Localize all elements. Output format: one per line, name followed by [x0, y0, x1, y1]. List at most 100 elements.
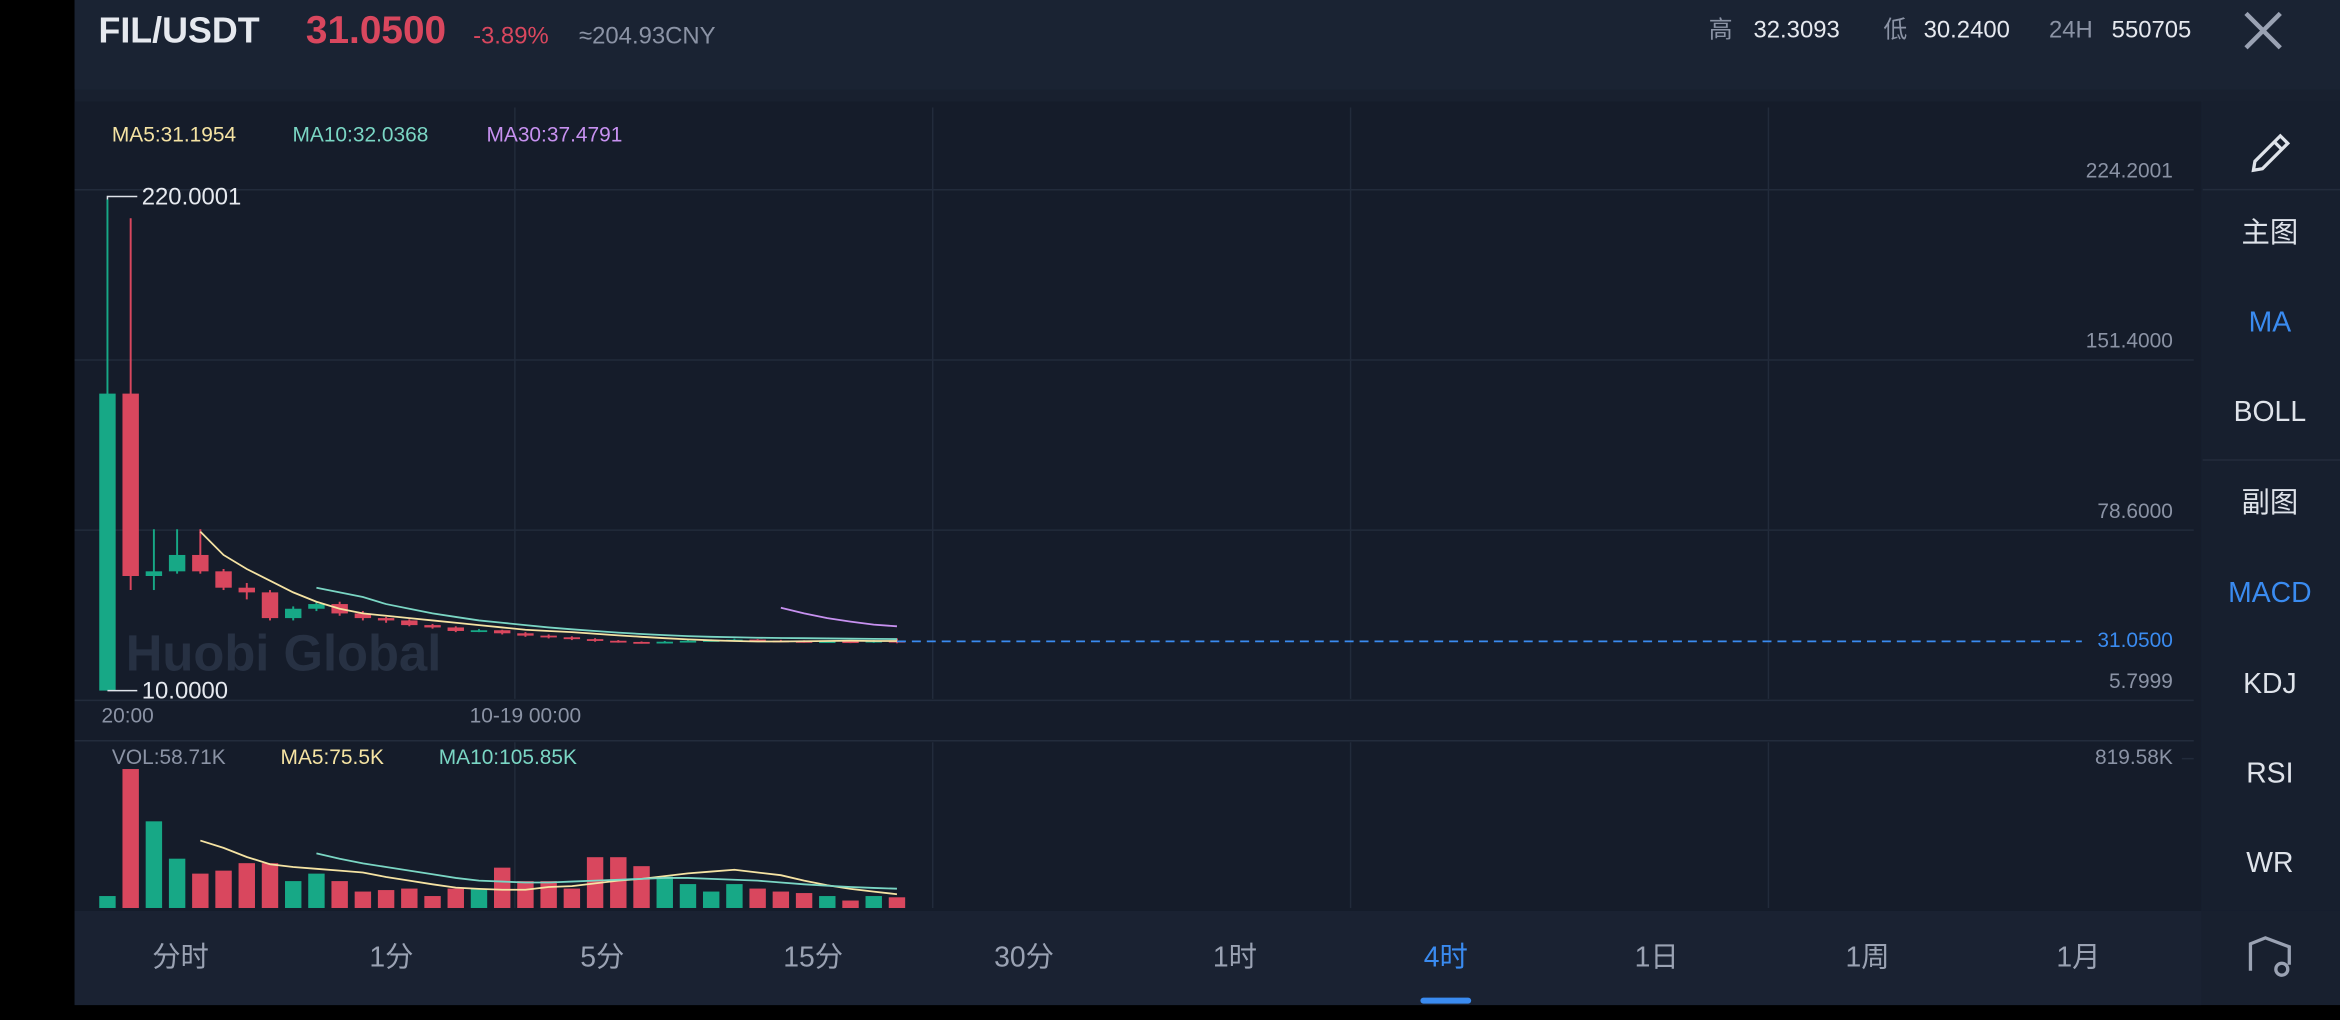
time-tab[interactable]: 5分: [580, 941, 624, 973]
candle-body: [215, 571, 232, 588]
candle-body: [192, 554, 209, 572]
ma-line: [199, 530, 897, 643]
volume-bar: [656, 876, 673, 908]
volume-bar: [99, 896, 116, 908]
candle-body: [424, 625, 441, 628]
time-tab[interactable]: 分时: [152, 941, 209, 973]
sidebar: [2202, 101, 2340, 911]
settings-button[interactable]: [2248, 936, 2291, 977]
volume-bar: [610, 857, 627, 908]
volume-bar: [354, 891, 372, 908]
vol: 550705: [2112, 17, 2192, 44]
volume-bar: [772, 891, 790, 908]
close-button[interactable]: [2244, 11, 2282, 50]
ma-line: [316, 586, 897, 640]
candle-body: [447, 627, 464, 631]
volume-bar: [888, 897, 906, 908]
legend-entry: MA5:75.5K: [281, 746, 384, 769]
draw-tool[interactable]: [2251, 133, 2291, 173]
time-tab[interactable]: 1分: [369, 941, 413, 973]
time-tab[interactable]: 30分: [994, 941, 1054, 973]
legend-entry: MA30:37.4791: [487, 123, 623, 146]
max-label: 220.0001: [142, 183, 242, 210]
candle-body: [354, 613, 372, 619]
sidebar-item[interactable]: RSI: [2246, 758, 2293, 790]
time-tab[interactable]: 1日: [1635, 941, 1679, 973]
candle-body: [122, 393, 139, 577]
candle-body: [633, 641, 650, 644]
volume-bar: [215, 870, 232, 908]
candle-body: [401, 620, 418, 626]
sidebar-item[interactable]: 主图: [2242, 217, 2299, 249]
sidebar-item[interactable]: WR: [2246, 847, 2293, 879]
candle-body: [819, 641, 836, 644]
time-tab[interactable]: 1时: [1213, 941, 1257, 973]
ma-line: [780, 606, 898, 628]
candle-body: [610, 640, 627, 643]
legend-entry: MA5:31.1954: [112, 123, 236, 146]
y-tick-label: 819.58K: [2095, 746, 2173, 769]
candle-body: [99, 393, 116, 691]
candle-body: [168, 554, 186, 572]
tab-indicator: [1420, 997, 1472, 1004]
time-tab[interactable]: 1月: [2056, 941, 2100, 973]
sidebar-item[interactable]: MA: [2249, 307, 2292, 339]
volume-bar: [679, 884, 697, 908]
volume-bar: [192, 873, 209, 908]
sidebar-item[interactable]: MACD: [2228, 577, 2311, 609]
y-tick-label: 78.6000: [2097, 500, 2172, 523]
sidebar-item[interactable]: KDJ: [2243, 668, 2297, 700]
candle-body: [679, 640, 697, 643]
volume-bar: [122, 769, 139, 908]
candle-body: [285, 608, 302, 619]
x-tick-label: 10-19 00:00: [470, 704, 581, 727]
time-tab[interactable]: 4时: [1424, 941, 1468, 973]
x-tick-label: 20:00: [101, 704, 153, 727]
y-tick-label: 151.4000: [2086, 330, 2173, 353]
volume-bar: [285, 881, 302, 908]
candle-body: [261, 592, 279, 619]
candle-body: [377, 618, 395, 621]
volume-bar: [447, 888, 464, 908]
price: 31.0500: [306, 9, 446, 52]
volume-bar: [865, 896, 882, 908]
candle-body: [517, 633, 534, 636]
min-label: 10.0000: [142, 677, 228, 704]
volume-bar: [726, 884, 743, 908]
sidebar-item[interactable]: 副图: [2242, 487, 2299, 519]
chart-panel: [74, 101, 2202, 911]
volume-bar: [795, 893, 813, 908]
candle-body: [308, 604, 325, 609]
volume-bar: [238, 863, 255, 908]
volume-bar: [377, 890, 395, 908]
time-tab[interactable]: 1周: [1845, 941, 1889, 973]
pair: FIL/USDT: [98, 10, 259, 50]
last-price-label: 31.0500: [2097, 629, 2172, 652]
candle-body: [238, 587, 255, 593]
candle-body: [145, 571, 163, 577]
volume-bar: [424, 896, 441, 908]
volume-bar: [517, 881, 534, 908]
low: 30.2400: [1924, 17, 2010, 44]
top-bar: [74, 0, 2340, 90]
watermark: Huobi Global: [126, 624, 442, 681]
sidebar-item[interactable]: BOLL: [2234, 396, 2307, 428]
ma-line: [200, 839, 898, 896]
y-tick-label: 5.7999: [2109, 670, 2173, 693]
legend-entry: MA10:105.85K: [439, 746, 577, 769]
volume-bar: [749, 888, 766, 908]
max-marker: [106, 195, 138, 200]
volume-bar: [168, 858, 186, 908]
volume-bar: [261, 863, 279, 908]
volume-bar: [702, 891, 720, 908]
volume-bar: [563, 888, 581, 908]
volume-bar: [308, 873, 325, 908]
time-tab[interactable]: 15分: [783, 941, 843, 973]
legend-entry: VOL:58.71K: [112, 746, 226, 769]
candle-body: [749, 639, 766, 642]
legend-entry: MA10:32.0368: [293, 123, 429, 146]
vertical-grid: [514, 107, 1770, 908]
volume-bar: [331, 881, 348, 908]
